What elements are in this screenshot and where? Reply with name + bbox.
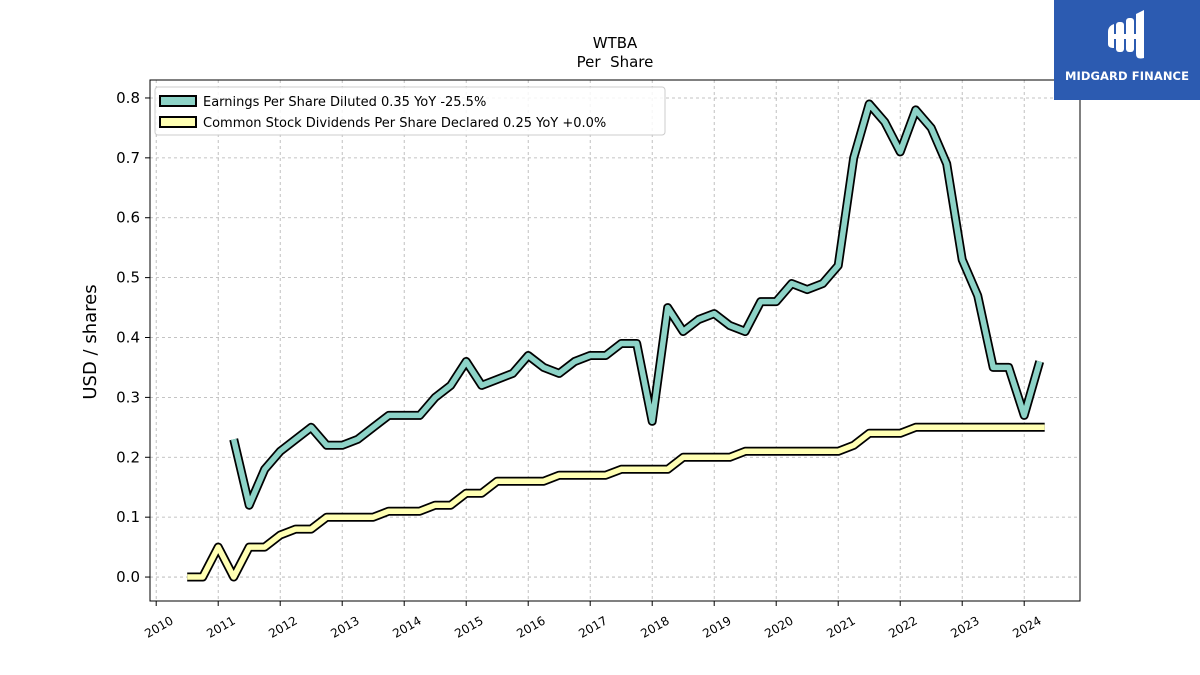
x-tick-label: 2013 bbox=[328, 613, 361, 640]
legend-entry-label: Earnings Per Share Diluted 0.35 YoY -25.… bbox=[203, 95, 486, 110]
legend: Earnings Per Share Diluted 0.35 YoY -25.… bbox=[154, 86, 666, 136]
legend-box bbox=[154, 86, 666, 136]
series-line-fill bbox=[231, 101, 1043, 508]
series-line-1 bbox=[229, 99, 1045, 510]
y-tick-label: 0.4 bbox=[116, 329, 140, 347]
x-tick-label: 2018 bbox=[638, 613, 671, 640]
plot-frame bbox=[149, 79, 1081, 602]
chart-subtitle: Per Share bbox=[577, 53, 654, 71]
series-line-fill bbox=[187, 424, 1045, 580]
legend-entry-label: Common Stock Dividends Per Share Declare… bbox=[203, 116, 606, 131]
series-layer bbox=[187, 99, 1045, 582]
x-tick-label: 2010 bbox=[142, 613, 175, 640]
y-tick-label: 0.5 bbox=[116, 269, 140, 287]
x-tick-label: 2023 bbox=[948, 613, 981, 640]
y-tick-label: 0.2 bbox=[116, 448, 140, 466]
x-tick-label: 2012 bbox=[266, 613, 299, 640]
y-tick-label: 0.0 bbox=[116, 568, 140, 586]
brand-logo-icon bbox=[1108, 10, 1144, 59]
x-tick-label: 2019 bbox=[700, 613, 733, 640]
y-tick-label: 0.1 bbox=[116, 508, 140, 526]
x-tick-label: 2022 bbox=[886, 613, 919, 640]
tick-layer: 0.0 0.1 0.2 0.3 0.4 0.5 0.6 0.7 0.8 2010 2011 2012 2… bbox=[116, 89, 1044, 641]
x-tick-label: 2024 bbox=[1010, 613, 1043, 640]
series-line-outline bbox=[187, 422, 1045, 582]
x-tick-label: 2015 bbox=[452, 613, 485, 640]
legend-swatch bbox=[159, 116, 197, 128]
y-tick-label: 0.8 bbox=[116, 89, 140, 107]
legend-swatch bbox=[159, 95, 197, 107]
series-line-outline bbox=[229, 99, 1045, 510]
x-tick-label: 2014 bbox=[390, 613, 423, 640]
y-tick-label: 0.7 bbox=[116, 149, 140, 167]
y-tick-label: 0.3 bbox=[116, 388, 140, 406]
y-tick-label: 0.6 bbox=[116, 209, 140, 227]
brand-logo-text: MIDGARD FINANCE bbox=[1064, 69, 1190, 83]
x-tick-label: 2016 bbox=[514, 613, 547, 640]
brand-logo: MIDGARD FINANCE bbox=[1054, 0, 1200, 100]
chart-title: WTBA bbox=[593, 34, 638, 52]
x-tick-label: 2020 bbox=[762, 613, 795, 640]
x-tick-label: 2021 bbox=[824, 613, 857, 640]
x-tick-label: 2011 bbox=[204, 613, 237, 640]
series-line-2 bbox=[187, 422, 1045, 582]
x-tick-label: 2017 bbox=[576, 613, 609, 640]
y-axis-label: USD / shares bbox=[80, 284, 101, 399]
